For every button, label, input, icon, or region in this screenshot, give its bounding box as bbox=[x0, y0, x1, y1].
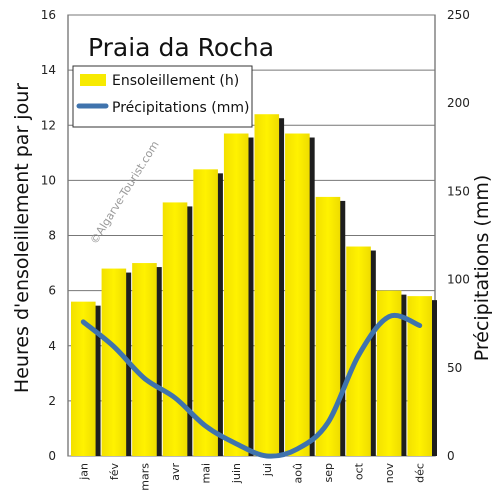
x-tick-label: fév bbox=[108, 463, 121, 481]
left-tick-label: 0 bbox=[48, 449, 56, 463]
left-tick-label: 6 bbox=[48, 284, 56, 298]
x-tick-label: déc bbox=[414, 463, 427, 483]
sunshine-bar bbox=[101, 268, 127, 456]
left-tick-label: 16 bbox=[41, 8, 56, 22]
x-axis-ticks: jan fév mars avr mai juin jui aoû sep oct nov déc bbox=[77, 462, 426, 490]
left-tick-label: 14 bbox=[41, 63, 56, 77]
left-tick-label: 4 bbox=[48, 339, 56, 353]
legend-label-precipitation: Précipitations (mm) bbox=[112, 100, 249, 116]
left-axis-ticks: 0 2 4 6 8 10 12 14 16 bbox=[41, 8, 56, 463]
x-tick-label: jan bbox=[77, 463, 90, 481]
chart-title: Praia da Rocha bbox=[88, 33, 274, 62]
x-tick-label: jui bbox=[261, 463, 274, 477]
sunshine-bar bbox=[254, 114, 280, 456]
legend-swatch-sunshine bbox=[80, 74, 106, 86]
right-axis-label: Précipitations (mm) bbox=[471, 175, 493, 362]
x-tick-label: juin bbox=[230, 463, 243, 484]
sunshine-bar bbox=[132, 263, 157, 456]
x-tick-label: oct bbox=[353, 462, 366, 480]
x-tick-label: aoû bbox=[291, 463, 304, 483]
left-tick-label: 12 bbox=[41, 118, 56, 132]
x-tick-label: mars bbox=[139, 463, 152, 491]
right-tick-label: 150 bbox=[447, 184, 470, 198]
legend: Ensoleillement (h) Précipitations (mm) bbox=[72, 65, 253, 128]
precipitation-line bbox=[80, 312, 423, 459]
sunshine-bar bbox=[315, 196, 341, 456]
sunshine-bar bbox=[193, 169, 218, 456]
right-tick-label: 50 bbox=[447, 361, 462, 375]
left-tick-label: 10 bbox=[41, 173, 56, 187]
left-axis-label: Heures d'ensoleillement par jour bbox=[11, 83, 33, 393]
x-tick-label: sep bbox=[322, 463, 335, 482]
left-tick-label: 2 bbox=[48, 394, 56, 408]
sunshine-bars bbox=[71, 114, 437, 457]
sunshine-bar bbox=[162, 202, 188, 456]
left-tick-label: 8 bbox=[48, 229, 56, 243]
precipitation-series-line bbox=[80, 312, 423, 459]
x-tick-label: avr bbox=[169, 463, 182, 481]
sunshine-bar bbox=[223, 133, 249, 457]
legend-label-sunshine: Ensoleillement (h) bbox=[112, 73, 239, 89]
right-tick-label: 200 bbox=[447, 96, 470, 110]
x-tick-label: mai bbox=[200, 463, 213, 484]
right-axis-ticks: 0 50 100 150 200 250 bbox=[447, 8, 470, 463]
right-tick-label: 100 bbox=[447, 273, 470, 287]
right-tick-label: 250 bbox=[447, 8, 470, 22]
sunshine-bar bbox=[285, 133, 310, 457]
right-tick-label: 0 bbox=[447, 449, 455, 463]
x-tick-label: nov bbox=[383, 463, 396, 484]
